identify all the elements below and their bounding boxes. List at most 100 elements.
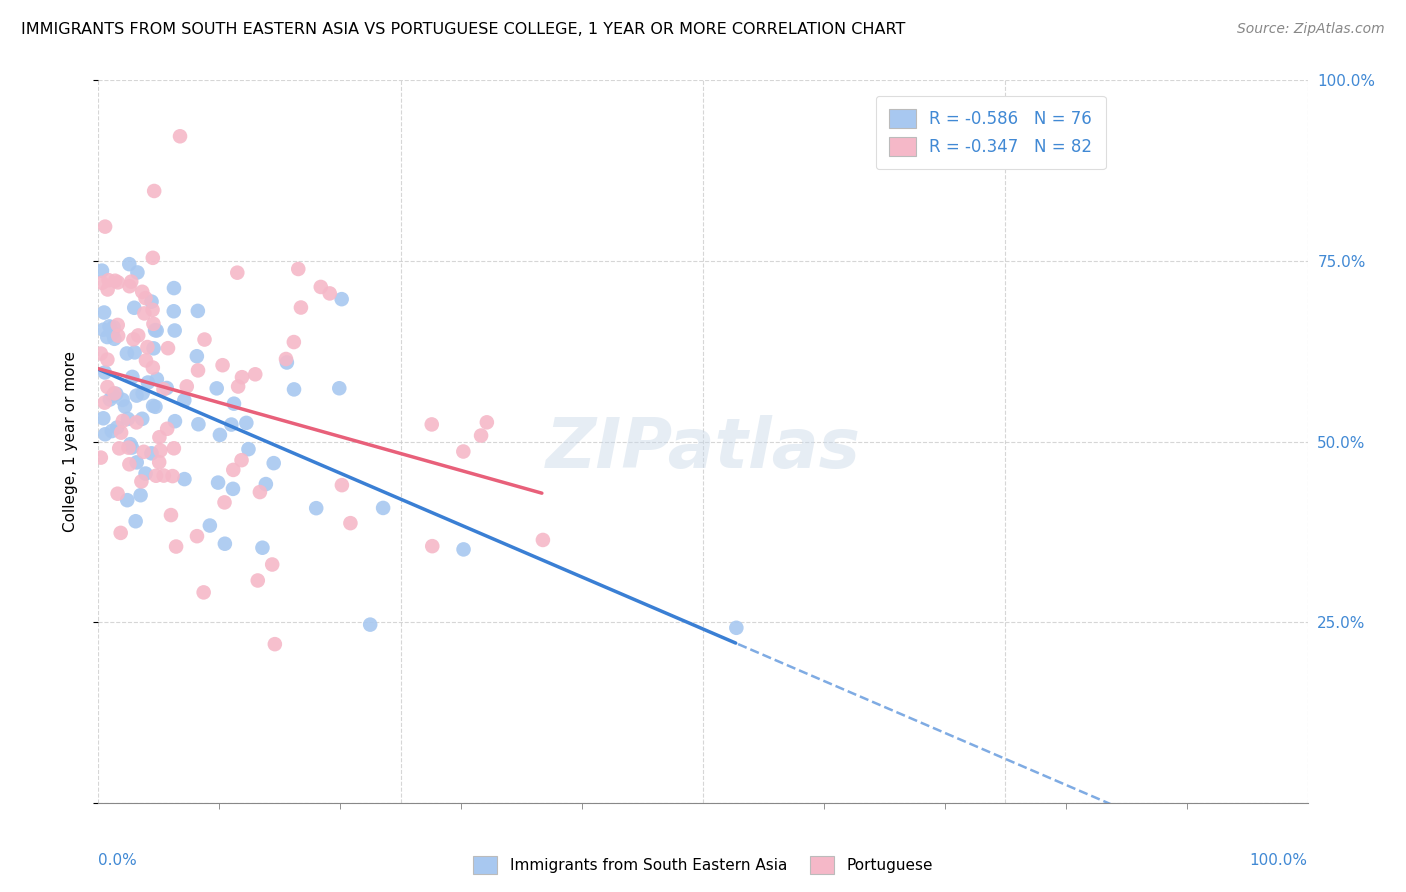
Point — [97, 273, 120, 287]
Text: 100.0%: 100.0% — [1250, 854, 1308, 869]
Point — [96, 330, 118, 344]
Point — [117, 412, 139, 426]
Point — [98, 319, 121, 334]
Point — [222, 463, 245, 477]
Point — [110, 525, 132, 540]
Point — [103, 320, 125, 334]
Point — [135, 291, 157, 305]
Point — [124, 514, 146, 528]
Text: ZIPatlas: ZIPatlas — [546, 416, 860, 483]
Point — [221, 417, 243, 432]
Point — [111, 414, 134, 428]
Point — [283, 383, 305, 397]
Point — [96, 352, 118, 367]
Point — [254, 477, 277, 491]
Point — [163, 324, 186, 338]
Point — [156, 381, 179, 395]
Point — [245, 368, 267, 382]
Point — [142, 399, 165, 413]
Point — [330, 292, 353, 306]
Legend: R = -0.586   N = 76, R = -0.347   N = 82: R = -0.586 N = 76, R = -0.347 N = 82 — [876, 95, 1105, 169]
Point — [93, 395, 115, 409]
Point — [330, 478, 353, 492]
Point — [141, 302, 163, 317]
Point — [163, 281, 186, 295]
Y-axis label: College, 1 year or more: College, 1 year or more — [63, 351, 77, 532]
Point — [118, 458, 141, 472]
Point — [222, 397, 245, 411]
Point — [152, 382, 174, 396]
Point — [156, 341, 179, 355]
Point — [101, 424, 124, 438]
Point — [141, 294, 163, 309]
Point — [142, 342, 165, 356]
Point — [107, 486, 129, 500]
Point — [143, 184, 166, 198]
Point — [146, 372, 169, 386]
Point — [142, 317, 165, 331]
Point — [127, 328, 149, 343]
Point — [152, 468, 174, 483]
Point — [274, 351, 297, 366]
Point — [149, 443, 172, 458]
Point — [163, 414, 186, 428]
Point — [145, 400, 167, 414]
Point — [143, 323, 166, 337]
Point — [214, 537, 236, 551]
Point — [135, 467, 157, 481]
Point — [283, 334, 305, 349]
Point — [136, 340, 159, 354]
Point — [107, 276, 129, 290]
Point — [104, 274, 127, 288]
Point — [97, 283, 120, 297]
Point — [105, 420, 128, 434]
Point — [105, 387, 128, 401]
Point — [132, 444, 155, 458]
Point — [90, 450, 112, 465]
Point — [136, 376, 159, 390]
Point — [94, 219, 117, 234]
Point — [131, 411, 153, 425]
Point — [305, 501, 328, 516]
Point — [148, 430, 170, 444]
Point — [290, 301, 312, 315]
Point — [263, 456, 285, 470]
Point — [420, 417, 443, 432]
Point — [176, 379, 198, 393]
Point — [235, 416, 257, 430]
Point — [165, 540, 187, 554]
Point — [94, 366, 117, 380]
Point — [120, 437, 142, 451]
Point — [263, 637, 285, 651]
Point — [121, 370, 143, 384]
Point — [141, 446, 163, 460]
Point — [453, 542, 475, 557]
Point — [359, 617, 381, 632]
Point — [163, 304, 186, 318]
Point — [470, 428, 492, 442]
Point — [118, 279, 141, 293]
Point — [131, 386, 153, 401]
Point — [125, 416, 148, 430]
Point — [98, 392, 121, 407]
Point — [725, 621, 748, 635]
Point — [124, 345, 146, 359]
Point — [131, 475, 153, 489]
Point — [103, 386, 125, 401]
Point — [249, 485, 271, 500]
Point — [135, 353, 157, 368]
Point — [169, 129, 191, 144]
Point — [211, 358, 233, 372]
Point — [187, 417, 209, 432]
Point — [101, 389, 124, 403]
Point — [226, 379, 249, 393]
Point — [90, 346, 112, 360]
Point — [127, 265, 149, 279]
Point — [371, 500, 394, 515]
Point — [309, 280, 332, 294]
Point — [122, 301, 145, 315]
Point — [193, 333, 215, 347]
Point — [276, 355, 298, 369]
Point — [198, 518, 221, 533]
Point — [111, 392, 134, 407]
